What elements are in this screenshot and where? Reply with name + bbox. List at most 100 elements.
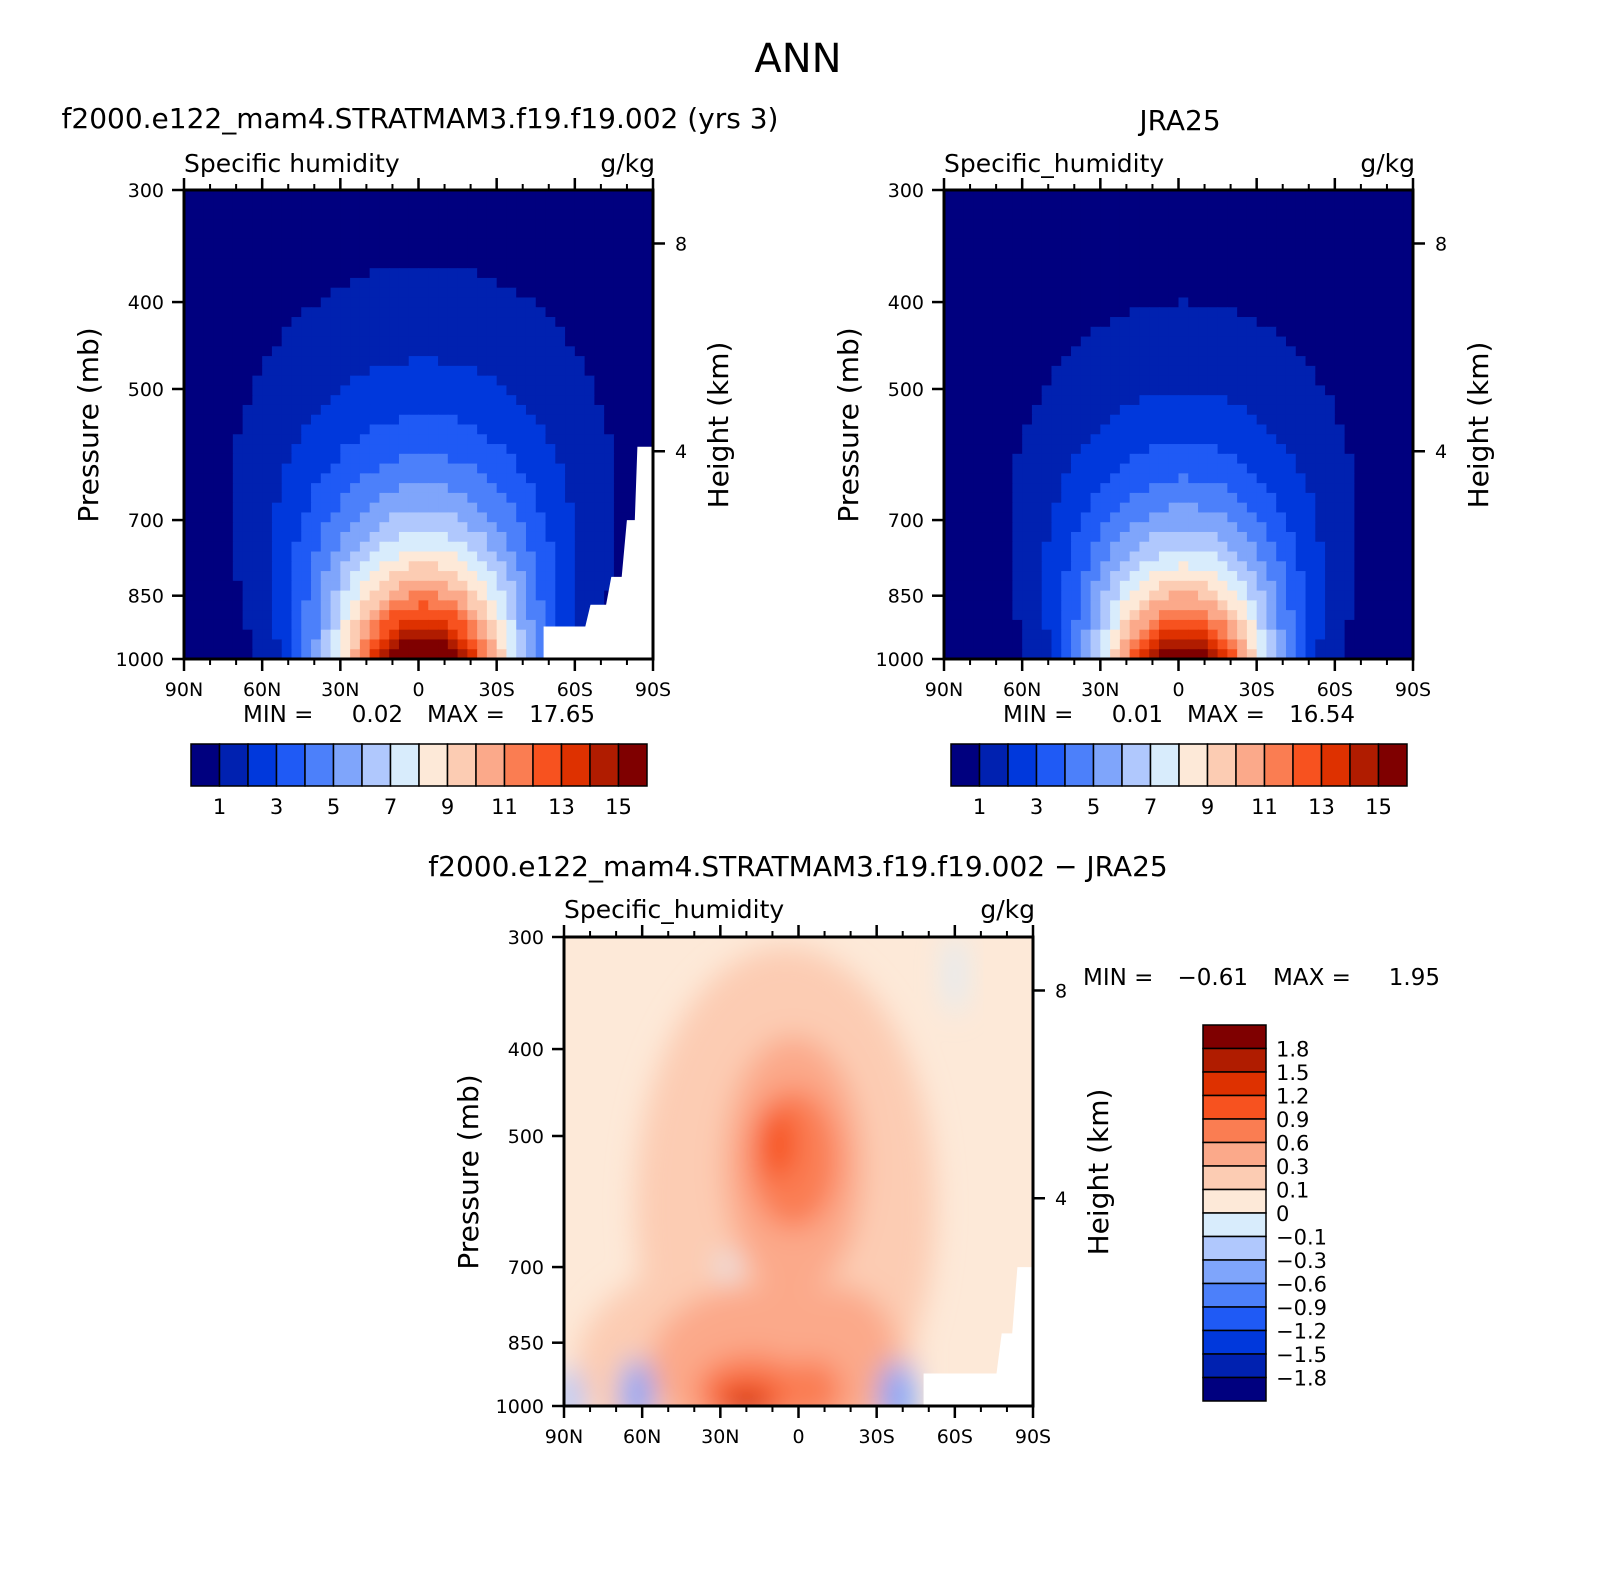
panel-model-contour-cell — [428, 307, 439, 318]
panel-obs-contour-cell — [1364, 551, 1375, 562]
panel-obs-contour-cell — [1393, 619, 1404, 631]
panel-obs-contour-cell — [1198, 268, 1209, 279]
panel-obs-contour-cell — [1080, 561, 1092, 572]
panel-model-contour-cell — [496, 541, 508, 553]
panel-model-contour-cell — [574, 434, 586, 445]
panel-model-contour-cell — [574, 277, 586, 289]
panel-model-contour-cell — [301, 346, 312, 357]
panel-obs-contour-cell — [1090, 444, 1101, 455]
panel-obs-contour-cell — [1129, 424, 1141, 435]
panel-model-contour-cell — [330, 619, 341, 631]
panel-obs-contour-cell — [963, 346, 974, 357]
panel-model-contour-cell — [565, 375, 576, 387]
panel-model-contour-cell — [594, 561, 605, 572]
panel-obs-contour-cell — [1325, 395, 1336, 406]
panel-obs-contour-cell — [983, 473, 994, 484]
panel-obs-contour-cell — [1325, 590, 1336, 601]
panel-model-contour-cell — [311, 277, 322, 289]
panel-obs-contour-cell — [1325, 199, 1336, 211]
panel-obs-contour-cell — [1139, 629, 1150, 641]
panel-model-contour-cell — [633, 375, 644, 387]
panel-model-contour-cell — [574, 453, 586, 465]
panel-obs-contour-cell — [1110, 531, 1121, 543]
panel-model-contour-cell — [301, 385, 312, 396]
panel-obs-contour-cell — [1403, 483, 1413, 494]
panel-obs-contour-cell — [1041, 326, 1053, 338]
panel-obs-contour-cell — [1383, 571, 1395, 582]
panel-model-contour-cell — [281, 424, 293, 435]
panel-obs-contour-cell — [1041, 219, 1053, 230]
panel-model-contour-cell — [379, 522, 390, 533]
panel-obs-contour-cell — [1129, 395, 1141, 406]
panel-obs-contour-cell — [1305, 346, 1316, 357]
panel-obs-contour-cell — [1325, 531, 1336, 543]
panel-obs-contour-cell — [1100, 541, 1111, 553]
panel-model-contour-cell — [594, 346, 605, 357]
panel-obs-contour-cell — [1305, 287, 1316, 299]
panel-obs-contour-cell — [1217, 385, 1228, 396]
panel-obs-contour-cell — [1295, 610, 1307, 621]
panel-model-contour-cell — [389, 492, 400, 504]
panel-model-contour-cell — [506, 209, 517, 220]
panel-model-colorbar-swatch — [589, 743, 620, 787]
panel-model-contour-cell — [271, 522, 283, 533]
panel-diff-colorbar-label: −0.6 — [1276, 1273, 1327, 1297]
panel-obs-contour-cell — [1237, 375, 1248, 387]
panel-obs-contour-cell — [1393, 190, 1404, 201]
panel-model-contour-cell — [203, 473, 214, 484]
panel-model-contour-cell — [281, 375, 293, 387]
panel-obs-contour-cell — [1237, 248, 1248, 259]
panel-obs-contour-cell — [1198, 326, 1209, 338]
panel-model-contour-cell — [604, 375, 615, 387]
panel-model-contour-cell — [398, 531, 410, 543]
panel-model-contour-cell — [330, 219, 341, 230]
panel-obs-contour-cell — [1354, 346, 1365, 357]
panel-model-contour-cell — [506, 473, 517, 484]
panel-obs-contour-cell — [1002, 502, 1013, 514]
panel-obs-contour-cell — [1149, 619, 1160, 631]
panel-obs-contour-cell — [1276, 258, 1287, 269]
panel-model-contour-cell — [291, 287, 302, 299]
panel-obs-min-value: 0.01 — [1112, 702, 1163, 728]
panel-obs-contour-cell — [1237, 268, 1248, 279]
panel-obs-contour-cell — [1383, 531, 1395, 543]
panel-model-contour-cell — [438, 258, 449, 269]
panel-model-contour-cell — [525, 307, 537, 318]
panel-obs-contour-cell — [1158, 619, 1170, 631]
panel-model-contour-cell — [262, 297, 273, 308]
panel-model-contour-cell — [242, 590, 253, 601]
panel-obs-contour-cell — [1129, 590, 1141, 601]
panel-obs-contour-cell — [1129, 551, 1141, 562]
panel-model-contour-cell — [486, 424, 498, 435]
panel-obs-contour-cell — [1266, 492, 1277, 504]
panel-model-contour-cell — [359, 551, 371, 562]
panel-model-contour-cell — [330, 600, 341, 611]
panel-obs-contour-cell — [1061, 580, 1072, 592]
panel-model-contour-cell — [535, 209, 547, 220]
panel-model-contour-cell — [379, 561, 390, 572]
panel-obs-contour-cell — [1090, 375, 1101, 387]
panel-obs-contour-cell — [1061, 346, 1072, 357]
panel-model-contour-cell — [613, 248, 625, 259]
panel-model-contour-cell — [545, 619, 556, 631]
panel-model-contour-cell — [223, 307, 234, 318]
panel-obs-contour-cell — [1090, 649, 1101, 659]
panel-model-contour-cell — [525, 287, 537, 299]
panel-model-contour-cell — [301, 356, 312, 367]
panel-obs-contour-cell — [1246, 502, 1258, 514]
panel-model-contour-cell — [213, 385, 224, 396]
panel-obs-contour-cell — [1061, 385, 1072, 396]
panel-obs-contour-cell — [1364, 512, 1375, 523]
panel-model-contour-cell — [291, 502, 302, 514]
panel-obs-contour-cell — [1129, 531, 1141, 543]
panel-obs-contour-cell — [1217, 571, 1228, 582]
panel-obs-contour-cell — [1051, 336, 1062, 347]
panel-obs-contour-cell — [1315, 483, 1326, 494]
panel-diff-colorbar-swatch — [1202, 1071, 1267, 1097]
panel-model-contour-cell — [623, 404, 635, 416]
panel-obs-contour-cell — [1305, 297, 1316, 308]
panel-model-contour-cell — [213, 629, 224, 641]
panel-model-contour-cell — [213, 434, 224, 445]
panel-obs-contour-cell — [1022, 307, 1033, 318]
panel-obs-contour-cell — [1364, 492, 1375, 504]
